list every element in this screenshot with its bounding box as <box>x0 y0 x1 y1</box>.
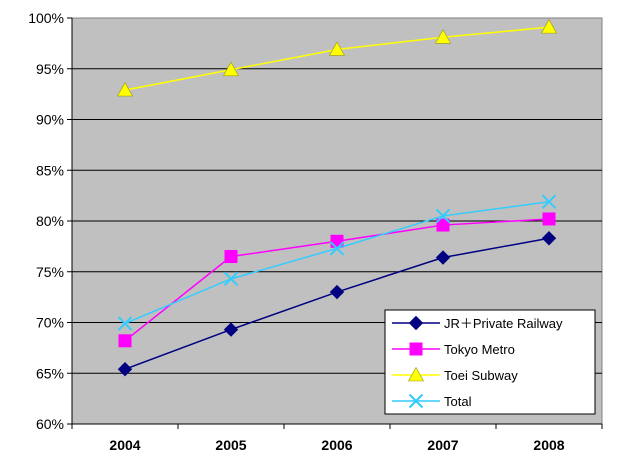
y-tick-label: 100% <box>28 10 64 26</box>
data-point <box>116 81 134 97</box>
legend: JR＋Private Railway Tokyo Metro Toei Subway… <box>384 309 596 415</box>
data-point <box>436 218 450 232</box>
data-point <box>117 316 133 331</box>
x-tick-label: 2007 <box>427 437 458 453</box>
x-axis: 2004 2005 2006 2007 2008 <box>71 423 603 453</box>
series-2 <box>116 19 558 97</box>
y-tick-label: 70% <box>36 315 64 331</box>
data-point <box>223 271 239 287</box>
x-tick-label: 2006 <box>321 437 352 453</box>
series-3 <box>117 194 557 331</box>
series-group <box>116 19 558 377</box>
legend-marker <box>409 342 423 356</box>
data-point <box>541 231 557 246</box>
data-point <box>329 241 345 256</box>
y-tick-label: 60% <box>36 416 64 432</box>
y-tick-label: 65% <box>36 365 64 381</box>
y-tick-label: 95% <box>36 61 64 77</box>
data-point <box>117 361 133 377</box>
legend-label: Total <box>444 394 472 409</box>
legend-marker <box>408 393 424 409</box>
y-tick-label: 80% <box>36 213 64 229</box>
legend-label: JR＋Private Railway <box>444 316 563 331</box>
y-tick-label: 85% <box>36 162 64 178</box>
legend-marker <box>407 366 425 382</box>
data-point <box>222 61 240 77</box>
y-tick-label: 75% <box>36 264 64 280</box>
data-point <box>118 334 132 348</box>
series-0 <box>117 231 557 377</box>
data-point <box>329 284 345 300</box>
legend-label: Toei Subway <box>444 368 518 383</box>
legend-label: Tokyo Metro <box>444 342 515 357</box>
data-point <box>435 208 451 224</box>
y-tick-label: 90% <box>36 112 64 128</box>
data-point <box>328 41 346 56</box>
data-point <box>435 250 451 265</box>
x-tick-label: 2008 <box>533 437 564 453</box>
x-tick-label: 2005 <box>215 437 246 453</box>
data-point <box>223 322 239 337</box>
data-point <box>541 194 557 209</box>
data-point <box>542 212 556 226</box>
data-point <box>540 19 558 34</box>
y-axis: 60% 65% 70% 75% 80% 85% 90% 95% 100% <box>28 10 73 432</box>
x-tick-label: 2004 <box>109 437 140 453</box>
data-point <box>434 29 452 44</box>
data-point <box>224 250 238 264</box>
legend-marker <box>408 315 424 331</box>
